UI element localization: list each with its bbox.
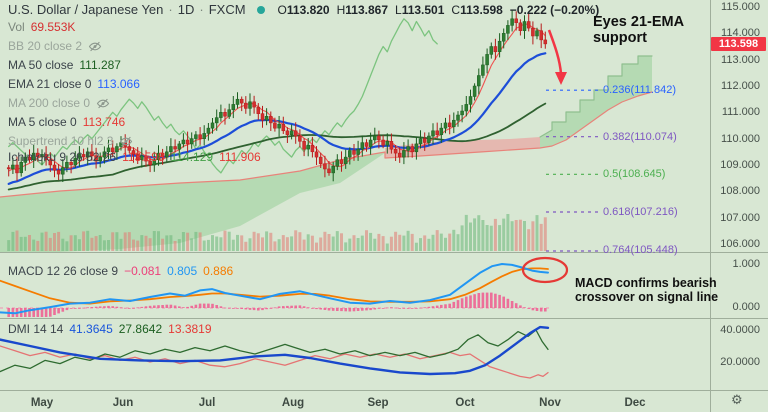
macd-axis-label: 1.000	[732, 258, 760, 270]
legend-ma200[interactable]: MA 200 close 0	[8, 96, 110, 110]
volume-value: 69.553K	[30, 20, 76, 34]
price-axis-label: 108.000	[720, 185, 760, 197]
high-value: 113.867	[345, 2, 388, 17]
low-value: 113.501	[401, 2, 445, 17]
time-axis-month: Oct	[455, 397, 475, 409]
price-axis-label: 109.000	[720, 159, 760, 171]
macd-axis-label: 0.000	[732, 301, 760, 313]
time-axis-month: Jul	[198, 397, 216, 409]
time-axis-month: Sep	[367, 397, 389, 409]
time-axis-month: Nov	[539, 397, 561, 409]
last-price-badge: 113.598	[711, 37, 766, 51]
legend-ema21[interactable]: EMA 21 close 0 113.066	[8, 77, 140, 91]
annotation-ema-support: Eyes 21-EMA support	[593, 14, 685, 47]
close-value: 113.598	[460, 2, 503, 17]
ma5-value: 113.746	[82, 115, 126, 129]
price-axis-label: 114.000	[721, 27, 760, 39]
legend-ma5[interactable]: MA 5 close 0 113.746	[8, 115, 126, 129]
fib-level-label-0382[interactable]: 0.382(110.074)	[603, 131, 677, 143]
ohlc-readout: O113.820 H113.867 L113.501 C113.598 −0.2…	[277, 2, 600, 17]
macd-signal-value: 0.886	[203, 264, 234, 278]
price-axis-label: 107.000	[720, 212, 760, 224]
visibility-off-icon[interactable]	[119, 136, 133, 147]
macd-line-value: 0.805	[167, 264, 198, 278]
legend-dmi[interactable]: DMI 14 14 41.3645 27.8642 13.3819	[8, 322, 212, 336]
timeframe-selector[interactable]: 1D	[177, 2, 195, 17]
fib-level-label-0618[interactable]: 0.618(107.216)	[603, 206, 678, 218]
change-value: −0.222 (−0.20%)	[509, 2, 600, 17]
time-axis-month: Jun	[112, 397, 134, 409]
fib-level-label-0764[interactable]: 0.764(105.448)	[603, 244, 678, 256]
exchange-label[interactable]: FXCM	[208, 2, 246, 17]
axis-settings-gear-icon[interactable]: ⚙	[731, 392, 743, 407]
legend-ichimoku[interactable]: Ichimoku 9 26 52 26 113.598 114.129 111.…	[8, 150, 261, 164]
time-axis-month: May	[30, 397, 54, 409]
open-value: 113.820	[286, 2, 330, 17]
header-separator: ·	[199, 2, 204, 17]
time-axis-month: Aug	[281, 397, 305, 409]
dmi-plus-di-value: 27.8642	[118, 322, 163, 336]
price-axis-label: 110.000	[721, 133, 760, 145]
time-axis-month: Dec	[624, 397, 646, 409]
dmi-axis-label: 20.0000	[720, 356, 760, 368]
price-axis-label: 111.000	[721, 106, 760, 118]
symbol-title[interactable]: U.S. Dollar / Japanese Yen	[8, 2, 164, 17]
ichimoku-value-2: 114.129	[170, 150, 214, 164]
visibility-off-icon[interactable]	[88, 41, 102, 52]
legend-macd[interactable]: MACD 12 26 close 9 −0.081 0.805 0.886	[8, 264, 234, 278]
price-axis-label: 115.000	[721, 1, 760, 13]
fib-level-label-0236[interactable]: 0.236(111.842)	[603, 84, 676, 96]
macd-hist-value: −0.081	[124, 264, 162, 278]
market-status-dot	[256, 5, 265, 14]
dmi-axis-label: 40.0000	[720, 324, 760, 336]
header-separator: ·	[168, 2, 173, 17]
price-axis-label: 113.000	[721, 54, 760, 66]
dmi-adx-value: 41.3645	[69, 322, 113, 336]
legend-supertrend[interactable]: Supertrend 10 hl2 3	[8, 134, 133, 148]
chart-header: U.S. Dollar / Japanese Yen · 1D · FXCM O…	[8, 2, 599, 17]
fib-level-label-05[interactable]: 0.5(108.645)	[603, 168, 666, 180]
price-axis-label: 112.000	[721, 80, 760, 92]
ichimoku-value-3: 111.906	[219, 150, 261, 164]
ichimoku-value-1: 113.598	[122, 150, 165, 164]
legend-bb[interactable]: BB 20 close 2	[8, 39, 102, 53]
visibility-off-icon[interactable]	[96, 98, 110, 109]
ma50-value: 111.287	[79, 58, 121, 72]
legend-volume[interactable]: Vol 69.553K	[8, 20, 76, 34]
annotation-macd-crossover: MACD confirms bearish crossover on signa…	[575, 276, 719, 304]
price-axis-label: 106.000	[720, 238, 760, 250]
ema21-value: 113.066	[97, 77, 140, 91]
dmi-minus-di-value: 13.3819	[168, 322, 212, 336]
legend-ma50[interactable]: MA 50 close 111.287	[8, 58, 121, 72]
